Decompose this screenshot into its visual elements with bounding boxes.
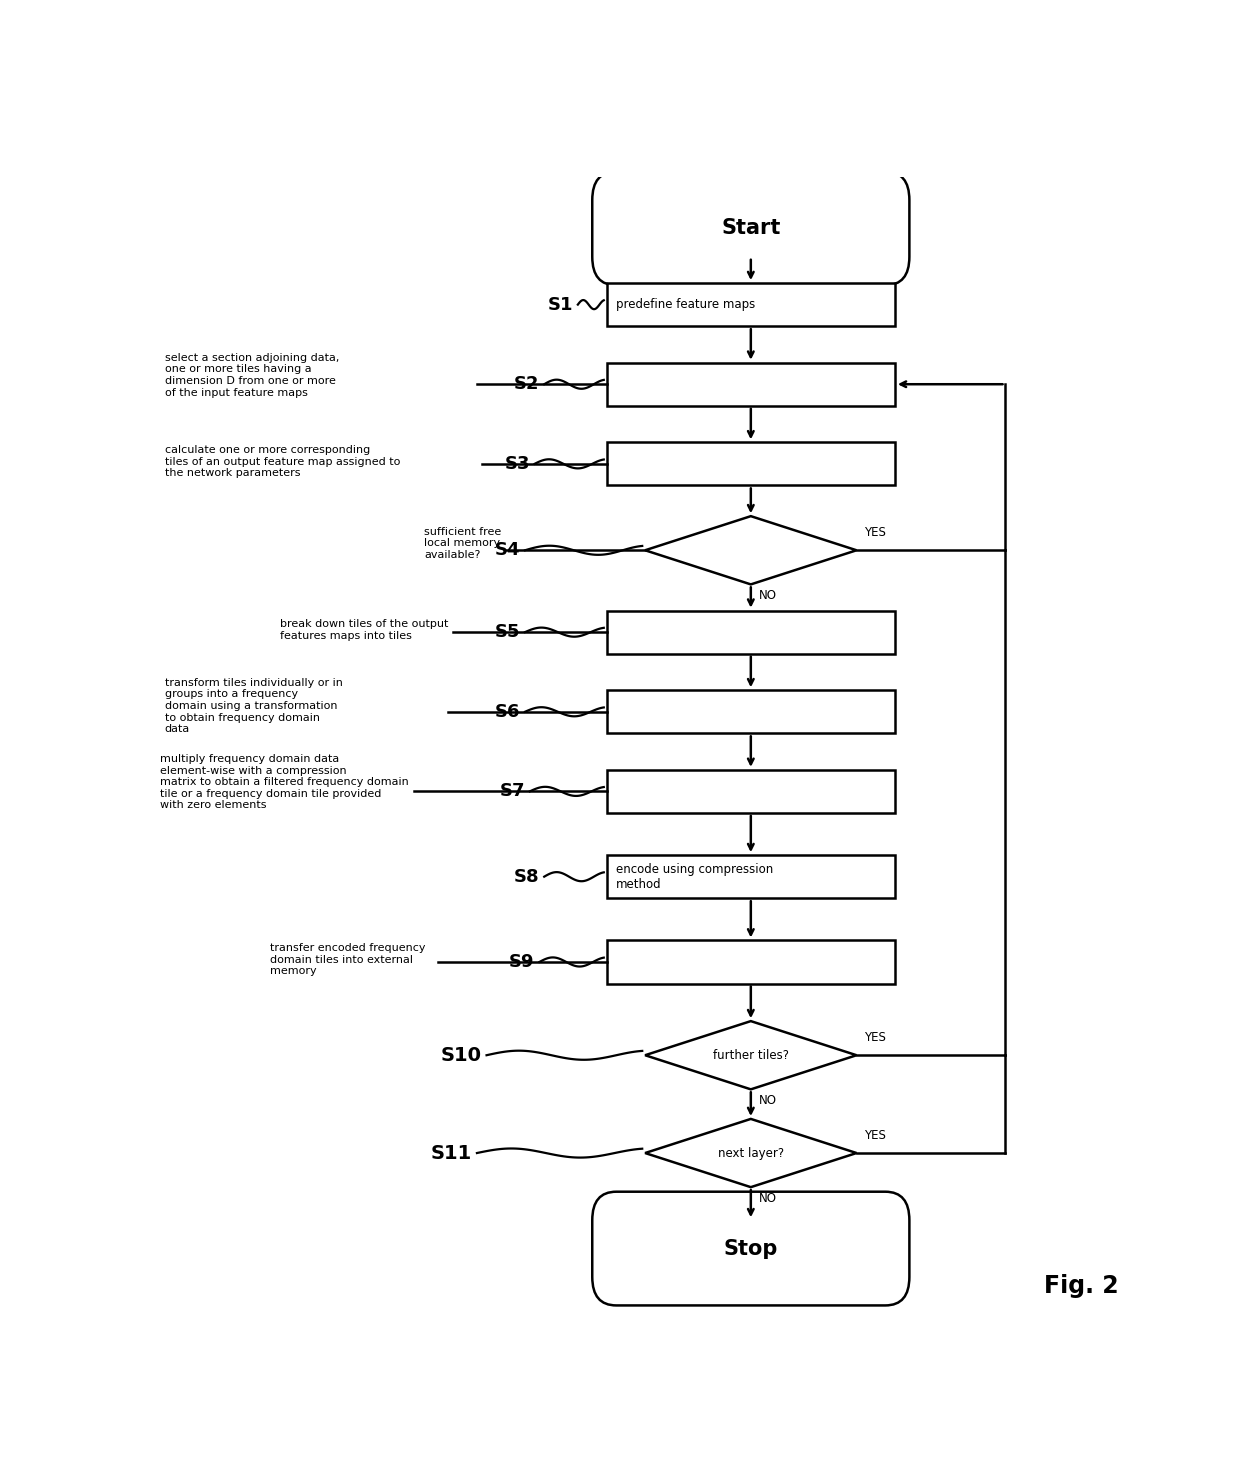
Text: multiply frequency domain data
element-wise with a compression
matrix to obtain : multiply frequency domain data element-w… xyxy=(160,755,408,811)
Polygon shape xyxy=(645,1120,857,1188)
Text: predefine feature maps: predefine feature maps xyxy=(616,298,755,312)
Text: S5: S5 xyxy=(495,623,521,641)
Bar xyxy=(606,690,895,734)
Text: calculate one or more corresponding
tiles of an output feature map assigned to
t: calculate one or more corresponding tile… xyxy=(165,445,401,479)
Text: S6: S6 xyxy=(495,703,521,721)
FancyBboxPatch shape xyxy=(593,1192,909,1306)
Bar xyxy=(606,610,895,654)
Text: Fig. 2: Fig. 2 xyxy=(1044,1275,1118,1298)
Text: YES: YES xyxy=(864,1128,887,1142)
Polygon shape xyxy=(645,515,857,585)
Text: S7: S7 xyxy=(500,783,525,801)
Text: Stop: Stop xyxy=(724,1239,777,1258)
Text: encode using compression
method: encode using compression method xyxy=(616,863,774,891)
Text: next layer?: next layer? xyxy=(718,1146,784,1159)
Text: Start: Start xyxy=(722,219,780,238)
Bar xyxy=(606,855,895,898)
Text: YES: YES xyxy=(864,526,887,539)
Text: NO: NO xyxy=(759,589,776,603)
Bar xyxy=(606,363,895,406)
Text: transfer encoded frequency
domain tiles into external
memory: transfer encoded frequency domain tiles … xyxy=(270,944,425,976)
Text: S9: S9 xyxy=(510,953,534,970)
Text: sufficient free
local memory
available?: sufficient free local memory available? xyxy=(424,527,501,560)
Bar xyxy=(606,284,895,326)
Text: NO: NO xyxy=(759,1094,776,1106)
Text: S1: S1 xyxy=(548,295,573,313)
Text: further tiles?: further tiles? xyxy=(713,1049,789,1062)
Text: S8: S8 xyxy=(513,867,539,886)
FancyBboxPatch shape xyxy=(593,171,909,285)
Bar xyxy=(606,770,895,812)
Text: S11: S11 xyxy=(430,1143,472,1162)
Text: YES: YES xyxy=(864,1031,887,1044)
Text: S4: S4 xyxy=(495,541,521,560)
Text: S10: S10 xyxy=(440,1046,481,1065)
Bar xyxy=(606,442,895,486)
Text: S3: S3 xyxy=(505,455,529,473)
Polygon shape xyxy=(645,1021,857,1090)
Text: select a section adjoining data,
one or more tiles having a
dimension D from one: select a section adjoining data, one or … xyxy=(165,353,339,397)
Text: transform tiles individually or in
groups into a frequency
domain using a transf: transform tiles individually or in group… xyxy=(165,678,342,734)
Bar xyxy=(606,941,895,984)
Text: S2: S2 xyxy=(513,375,539,393)
Text: NO: NO xyxy=(759,1192,776,1205)
Text: break down tiles of the output
features maps into tiles: break down tiles of the output features … xyxy=(280,619,449,641)
